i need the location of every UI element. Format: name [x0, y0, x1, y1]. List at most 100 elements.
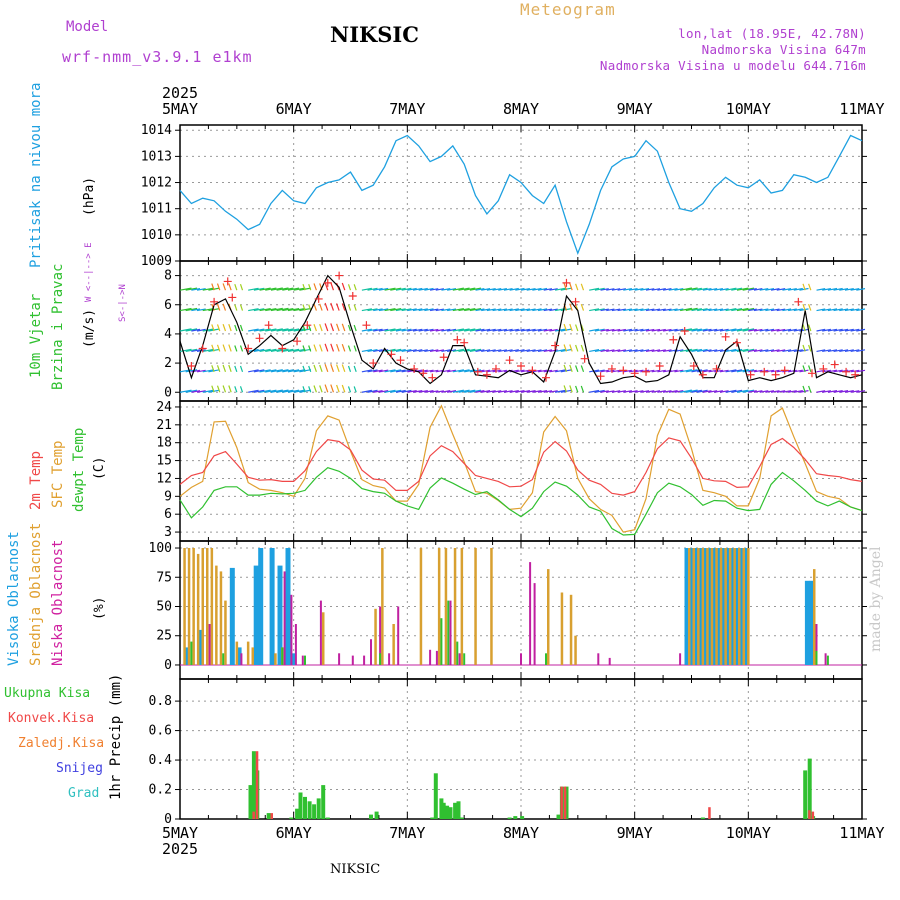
wind-arrow: [685, 307, 698, 312]
wind-arrow: [532, 328, 542, 332]
wind-arrow: [770, 349, 780, 353]
legend-hail: Grad: [68, 786, 100, 801]
low-cloud-bar: [679, 653, 682, 665]
wind-arrow: [429, 349, 439, 353]
wind-arrow: [731, 369, 743, 373]
temp-tick-label: 6: [164, 507, 172, 522]
wind-arrow: [503, 288, 513, 291]
wind-arrow: [808, 283, 812, 291]
wind-arrow: [725, 348, 737, 353]
wind-arrow: [481, 308, 491, 312]
wind-arrow: [341, 323, 346, 332]
wind-arrow: [353, 324, 357, 332]
wind-gust-marker: [689, 362, 698, 370]
wind-arrow: [753, 288, 763, 291]
wind-arrow: [776, 349, 786, 353]
wind-gust-marker: [255, 334, 264, 343]
wind-arrow: [850, 349, 860, 353]
wind-arrow: [185, 307, 198, 312]
low-cloud-bar: [388, 653, 391, 665]
wind-arrow: [435, 308, 445, 312]
temp-tick-label: 3: [164, 525, 172, 540]
total-rain-bar: [448, 807, 453, 819]
low-cloud-bar: [294, 624, 297, 665]
wind-arrow: [554, 389, 566, 393]
mid-cloud-bar: [697, 548, 700, 665]
model-elevation-text: Nadmorska Visina u modelu 644.716m: [599, 58, 866, 73]
wind-arrow: [680, 348, 693, 353]
wind-gust-marker: [619, 366, 628, 375]
wind-gust-marker: [794, 297, 803, 306]
mid-cloud-bar: [206, 548, 209, 665]
mid-cloud-bar: [560, 592, 564, 665]
wind-arrow: [708, 390, 718, 393]
wind-gust-marker: [542, 373, 551, 382]
wind-arrow: [418, 308, 428, 312]
wind-gust-marker: [453, 335, 462, 344]
wind-arrow: [759, 308, 769, 312]
low-cloud-bar: [815, 624, 818, 665]
wind-arrow: [378, 287, 389, 291]
wind-arrow: [515, 308, 525, 312]
mid-cloud-bar: [490, 548, 493, 665]
mid-cloud-bar: [710, 548, 714, 665]
date-label-bottom: 10MAY: [726, 824, 771, 842]
total-rain-bar: [369, 814, 373, 819]
wind-arrow: [645, 288, 655, 291]
wind-arrow: [691, 287, 703, 291]
wind-arrow: [293, 348, 306, 353]
wind-arrow: [731, 389, 743, 393]
high-cloud-bar: [743, 548, 749, 665]
wind-arrow: [662, 328, 672, 332]
wind-arrow: [708, 328, 718, 332]
mid-cloud-bar: [715, 548, 718, 665]
wind-arrow: [606, 288, 615, 291]
wind-arrow: [185, 389, 198, 393]
wind-arrow: [657, 308, 666, 312]
wind-arrow: [776, 390, 786, 393]
wind-gust-marker: [669, 335, 678, 344]
wind-arrow: [441, 349, 451, 353]
wind-arrow: [452, 348, 465, 353]
wind-arrow: [606, 308, 615, 312]
wind-arrow: [589, 308, 600, 312]
wind-arrow: [575, 385, 579, 393]
wind-arrow: [509, 328, 519, 332]
wind-arrow: [714, 349, 724, 353]
date-label-top: 11MAY: [839, 100, 884, 118]
wind-arrow: [594, 369, 605, 373]
wind-arrow: [293, 287, 306, 291]
wind-arrow: [276, 369, 289, 373]
wind-arrow: [697, 308, 708, 312]
wind-arrow: [537, 308, 548, 312]
wind-arrow: [270, 389, 283, 393]
wind-arrow: [680, 287, 693, 291]
wind-arrow: [464, 328, 476, 332]
temp-tick-label: 12: [156, 471, 172, 486]
low-cloud-bar: [363, 655, 366, 665]
date-label-top: 6MAY: [276, 100, 312, 118]
total-rain-bar: [441, 802, 446, 819]
wind-arrow: [253, 348, 265, 353]
wind-arrow: [589, 349, 600, 353]
wind-arrow: [793, 390, 803, 393]
wind-gust-marker: [642, 367, 651, 376]
wind-arrow: [498, 328, 508, 332]
green-cloud-bar: [456, 641, 459, 665]
wind-arrow: [452, 308, 465, 312]
wind-arrow: [373, 390, 383, 393]
wind-arrow: [486, 369, 496, 373]
wind-gust-marker: [780, 366, 789, 375]
wind-arrow: [526, 308, 536, 312]
wind-arrow: [313, 324, 317, 332]
wind-arrow: [802, 304, 806, 311]
wind-arrow: [827, 287, 838, 291]
wind-arrow: [308, 304, 312, 311]
wind-arrow: [600, 288, 609, 291]
wind-arrow: [282, 389, 294, 393]
wind-arrow: [475, 328, 485, 332]
wind-arrow: [549, 328, 558, 332]
wind-arrow: [265, 308, 277, 312]
wind-arrow: [341, 384, 346, 393]
wind-arrow: [481, 328, 491, 332]
